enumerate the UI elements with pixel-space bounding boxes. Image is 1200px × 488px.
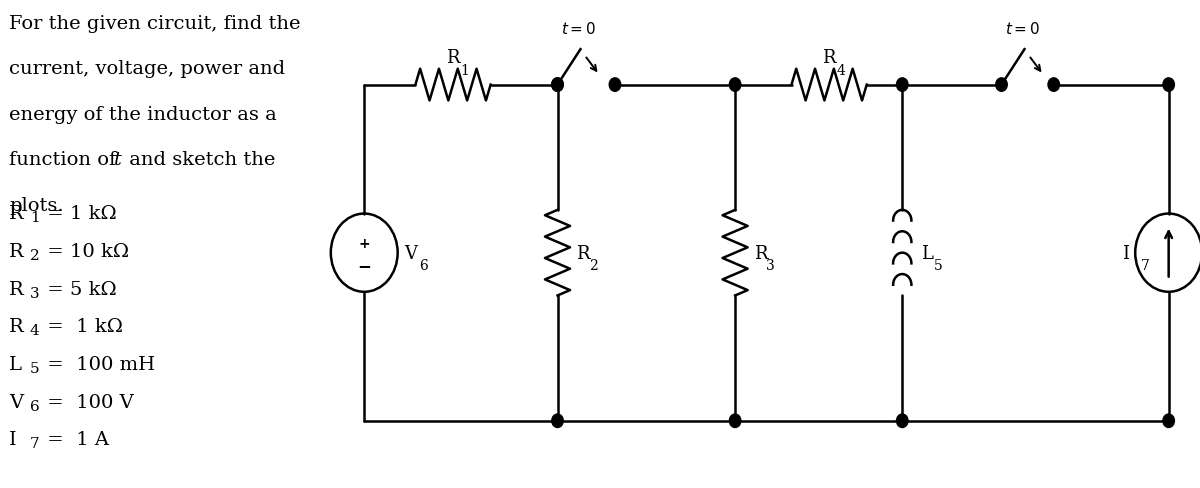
Text: =  100 V: = 100 V (41, 393, 133, 411)
Text: R: R (576, 244, 590, 262)
Text: +: + (359, 236, 370, 250)
Text: = 5 kΩ: = 5 kΩ (41, 280, 116, 298)
Text: 4: 4 (836, 64, 845, 78)
Circle shape (896, 79, 908, 92)
Text: 7: 7 (1140, 258, 1150, 272)
Text: R: R (10, 205, 24, 223)
Text: R: R (446, 49, 460, 67)
Circle shape (1163, 79, 1175, 92)
Text: R: R (10, 280, 24, 298)
Circle shape (610, 79, 620, 92)
Text: =  100 mH: = 100 mH (41, 355, 155, 373)
Text: 1: 1 (461, 64, 469, 78)
Text: V: V (404, 244, 416, 262)
Circle shape (552, 414, 563, 427)
Text: energy of the inductor as a: energy of the inductor as a (10, 105, 277, 123)
Circle shape (1048, 79, 1060, 92)
Text: 7: 7 (30, 436, 40, 450)
Text: 5: 5 (30, 361, 40, 375)
Text: −: − (358, 256, 371, 274)
Text: 6: 6 (420, 258, 428, 272)
Circle shape (730, 414, 740, 427)
Text: R: R (10, 318, 24, 336)
Circle shape (552, 79, 563, 92)
Text: 4: 4 (30, 324, 40, 338)
Text: =  1 A: = 1 A (41, 430, 108, 448)
Text: R: R (754, 244, 768, 262)
Text: function of: function of (10, 151, 122, 169)
Text: $t = 0$: $t = 0$ (1004, 20, 1040, 37)
Text: L: L (10, 355, 23, 373)
Circle shape (1163, 414, 1175, 427)
Text: 3: 3 (30, 286, 40, 300)
Circle shape (896, 414, 908, 427)
Circle shape (552, 79, 563, 92)
Text: =  1 kΩ: = 1 kΩ (41, 318, 122, 336)
Circle shape (996, 79, 1007, 92)
Text: $t = 0$: $t = 0$ (560, 20, 596, 37)
Text: 2: 2 (30, 248, 40, 263)
Text: t: t (114, 151, 122, 169)
Text: R: R (822, 49, 836, 67)
Text: and sketch the: and sketch the (122, 151, 275, 169)
Text: R: R (10, 243, 24, 261)
Text: V: V (10, 393, 24, 411)
Text: 5: 5 (934, 258, 942, 272)
Text: 2: 2 (589, 258, 598, 272)
Text: 3: 3 (767, 258, 775, 272)
Circle shape (730, 79, 740, 92)
Text: L: L (922, 244, 932, 262)
Text: For the given circuit, find the: For the given circuit, find the (10, 15, 301, 33)
Text: plots.: plots. (10, 196, 64, 214)
Text: current, voltage, power and: current, voltage, power and (10, 60, 286, 78)
Text: I: I (10, 430, 17, 448)
Text: I: I (1122, 244, 1129, 262)
Text: 1: 1 (30, 211, 40, 225)
Text: = 1 kΩ: = 1 kΩ (41, 205, 116, 223)
Text: 6: 6 (30, 399, 40, 413)
Text: = 10 kΩ: = 10 kΩ (41, 243, 128, 261)
